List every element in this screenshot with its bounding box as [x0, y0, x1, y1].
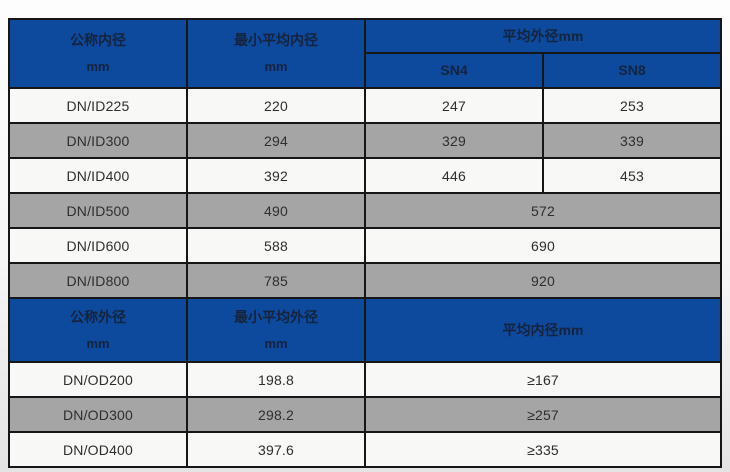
dn-cell: DN/ID225: [8, 87, 188, 124]
id-subheader-sn4: SN4: [364, 52, 544, 89]
header-label: 最小平均外径: [234, 308, 318, 325]
od-header-min-avg-outer-diameter: 最小平均外径 mm: [186, 297, 366, 363]
pipe-spec-table: 公称内径 mm 最小平均内径 mm 平均外径mm SN4 SN8 DN/ID22…: [8, 18, 722, 468]
dn-cell: DN/ID500: [8, 192, 188, 229]
header-unit: mm: [264, 59, 288, 75]
dn-cell: DN/OD400: [8, 431, 188, 468]
table-row: DN/ID400 392 446 453: [8, 157, 722, 194]
table-row: DN/ID300 294 329 339: [8, 122, 722, 159]
min-avg-cell: 294: [186, 122, 366, 159]
table-row: DN/ID600 588 690: [8, 227, 722, 264]
dn-cell: DN/ID400: [8, 157, 188, 194]
id-header-min-avg-inner-diameter: 最小平均内径 mm: [186, 18, 366, 89]
min-avg-cell: 198.8: [186, 361, 366, 398]
min-avg-cell: 298.2: [186, 396, 366, 433]
dn-cell: DN/ID300: [8, 122, 188, 159]
min-avg-cell: 392: [186, 157, 366, 194]
dn-cell: DN/ID800: [8, 262, 188, 299]
min-avg-cell: 397.6: [186, 431, 366, 468]
min-avg-cell: 490: [186, 192, 366, 229]
avg-outer-diameter-cell: 572: [364, 192, 722, 229]
avg-inner-diameter-cell: ≥167: [364, 361, 722, 398]
avg-outer-diameter-cell: 920: [364, 262, 722, 299]
dn-cell: DN/OD300: [8, 396, 188, 433]
avg-outer-diameter-cell: 690: [364, 227, 722, 264]
sn4-cell: 247: [364, 87, 544, 124]
table-row: DN/ID500 490 572: [8, 192, 722, 229]
dn-cell: DN/ID600: [8, 227, 188, 264]
id-header-nominal-inner-diameter: 公称内径 mm: [8, 18, 188, 89]
header-label: 最小平均内径: [234, 32, 318, 49]
od-header-row: 公称外径 mm 最小平均外径 mm 平均内径mm: [8, 297, 722, 363]
sn8-cell: 253: [542, 87, 722, 124]
od-header-nominal-outer-diameter: 公称外径 mm: [8, 297, 188, 363]
od-header-avg-inner-diameter: 平均内径mm: [364, 297, 722, 363]
id-header-row-1: 公称内径 mm 最小平均内径 mm 平均外径mm: [8, 18, 722, 89]
id-subheader-sn8: SN8: [542, 52, 722, 89]
header-unit: mm: [86, 59, 110, 75]
header-label: 公称内径: [70, 32, 126, 49]
min-avg-cell: 785: [186, 262, 366, 299]
sn4-cell: 329: [364, 122, 544, 159]
sn8-cell: 453: [542, 157, 722, 194]
table-row: DN/OD400 397.6 ≥335: [8, 431, 722, 468]
min-avg-cell: 220: [186, 87, 366, 124]
sn4-cell: 446: [364, 157, 544, 194]
min-avg-cell: 588: [186, 227, 366, 264]
avg-inner-diameter-cell: ≥257: [364, 396, 722, 433]
header-unit: mm: [86, 335, 110, 351]
table-row: DN/ID800 785 920: [8, 262, 722, 299]
header-unit: mm: [264, 335, 288, 351]
id-header-avg-outer-diameter: 平均外径mm: [364, 18, 722, 54]
table-row: DN/OD200 198.8 ≥167: [8, 361, 722, 398]
avg-inner-diameter-cell: ≥335: [364, 431, 722, 468]
dn-cell: DN/OD200: [8, 361, 188, 398]
table-row: DN/OD300 298.2 ≥257: [8, 396, 722, 433]
table-row: DN/ID225 220 247 253: [8, 87, 722, 124]
sn8-cell: 339: [542, 122, 722, 159]
id-header-row-2: SN4 SN8: [9, 52, 722, 89]
header-label: 公称外径: [70, 308, 126, 325]
